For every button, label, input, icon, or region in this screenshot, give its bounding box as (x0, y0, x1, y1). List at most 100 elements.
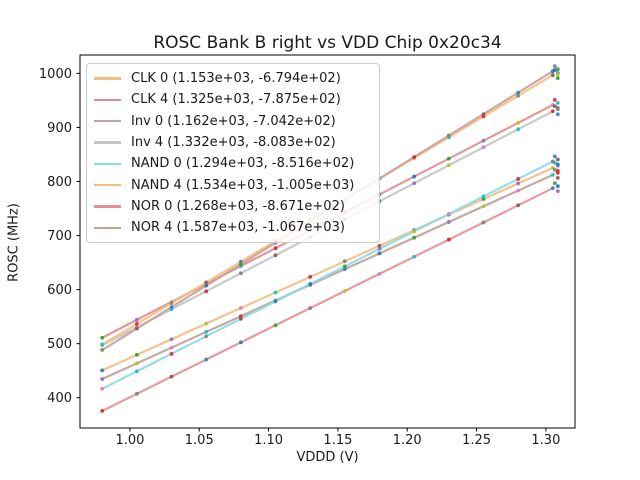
data-point (169, 345, 174, 350)
data-point (100, 348, 105, 352)
data-point (134, 326, 139, 331)
legend-line-swatch (94, 162, 121, 166)
data-point (516, 93, 521, 98)
data-point (204, 321, 209, 326)
data-point (555, 76, 560, 80)
data-point (550, 172, 555, 177)
data-point (412, 229, 417, 234)
data-point (481, 138, 486, 143)
data-point (134, 391, 139, 396)
data-point (481, 204, 486, 209)
data-point (238, 262, 243, 267)
data-point (555, 67, 560, 72)
data-point (555, 112, 560, 117)
data-point (169, 351, 174, 356)
data-point (552, 167, 557, 172)
data-point (238, 316, 243, 321)
data-point (412, 174, 417, 179)
x-tick-label: 1.20 (393, 433, 422, 448)
data-point (204, 357, 209, 362)
data-point (377, 271, 382, 276)
x-tick-label: 1.15 (323, 433, 352, 448)
data-point (100, 342, 105, 347)
data-point (308, 275, 313, 279)
data-point (342, 267, 347, 272)
data-point (204, 280, 209, 285)
x-tick-label: 1.10 (254, 433, 283, 448)
data-point (446, 212, 451, 216)
data-point (273, 323, 278, 328)
data-point (169, 305, 174, 310)
data-point (412, 155, 417, 159)
legend-item: NAND 0 (1.294e+03, -8.516e+02) (94, 153, 371, 174)
data-point (555, 162, 560, 167)
data-point (412, 181, 417, 186)
data-point (555, 184, 560, 189)
data-point (516, 177, 521, 181)
y-tick-label: 400 (47, 391, 72, 406)
legend-label: NAND 4 (1.534e+03, -1.005e+03) (131, 177, 355, 193)
legend-line-swatch (94, 120, 121, 123)
legend-label: NOR 4 (1.587e+03, -1.067e+03) (131, 220, 345, 236)
legend: CLK 0 (1.153e+03, -6.794e+02) CLK 4 (1.32… (86, 63, 380, 244)
legend-line-swatch (94, 141, 121, 144)
data-point (169, 337, 174, 342)
data-point (204, 289, 209, 294)
y-tick-label: 500 (47, 337, 72, 352)
data-point (550, 73, 555, 77)
legend-label: CLK 0 (1.153e+03, -6.794e+02) (131, 71, 341, 87)
data-point (204, 283, 209, 288)
data-point (550, 69, 555, 74)
data-point (552, 154, 557, 159)
data-point (100, 377, 105, 381)
data-point (204, 334, 209, 339)
data-point (273, 290, 278, 295)
series-line-clk-0 (101, 166, 554, 372)
data-point (550, 159, 555, 164)
data-point (446, 163, 451, 168)
data-point (516, 188, 521, 193)
data-point (555, 189, 560, 194)
data-point (342, 289, 347, 293)
legend-item: NOR 4 (1.587e+03, -1.067e+03) (94, 217, 371, 238)
data-point (446, 156, 451, 161)
legend-label: NOR 0 (1.268e+03, -8.671e+02) (131, 198, 345, 214)
data-point (342, 259, 347, 264)
data-point (377, 251, 382, 256)
legend-label: CLK 4 (1.325e+03, -7.875e+02) (131, 92, 341, 108)
data-point (377, 246, 382, 251)
legend-item: NOR 0 (1.268e+03, -8.671e+02) (94, 196, 371, 217)
data-point (308, 306, 313, 311)
x-axis-label: VDDD (V) (296, 450, 359, 465)
legend-line-swatch (94, 205, 121, 208)
data-point (273, 253, 278, 258)
legend-line-swatch (94, 183, 121, 187)
data-point (555, 72, 560, 77)
chart-title: ROSC Bank B right vs VDD Chip 0x20c34 (153, 33, 502, 53)
data-point (552, 98, 557, 102)
data-point (308, 281, 313, 286)
data-point (555, 107, 560, 112)
legend-label: Inv 4 (1.332e+03, -8.083e+02) (131, 135, 336, 151)
y-tick-label: 600 (47, 283, 72, 298)
data-point (481, 220, 486, 225)
series-line-nand-0 (101, 160, 554, 390)
data-point (238, 306, 243, 310)
data-point (446, 237, 451, 242)
data-point (342, 264, 347, 269)
x-tick-label: 1.05 (185, 433, 214, 448)
data-point (134, 317, 139, 322)
data-point (550, 109, 555, 114)
data-point (552, 64, 557, 69)
data-point (516, 181, 521, 186)
data-point (100, 386, 105, 391)
y-tick-label: 1000 (39, 67, 72, 82)
data-point (516, 120, 521, 125)
y-tick-label: 900 (47, 121, 72, 136)
legend-item: Inv 4 (1.332e+03, -8.083e+02) (94, 132, 371, 153)
data-point (134, 361, 139, 366)
data-point (446, 220, 451, 224)
data-point (481, 145, 486, 150)
data-point (446, 133, 451, 138)
data-point (100, 409, 105, 413)
